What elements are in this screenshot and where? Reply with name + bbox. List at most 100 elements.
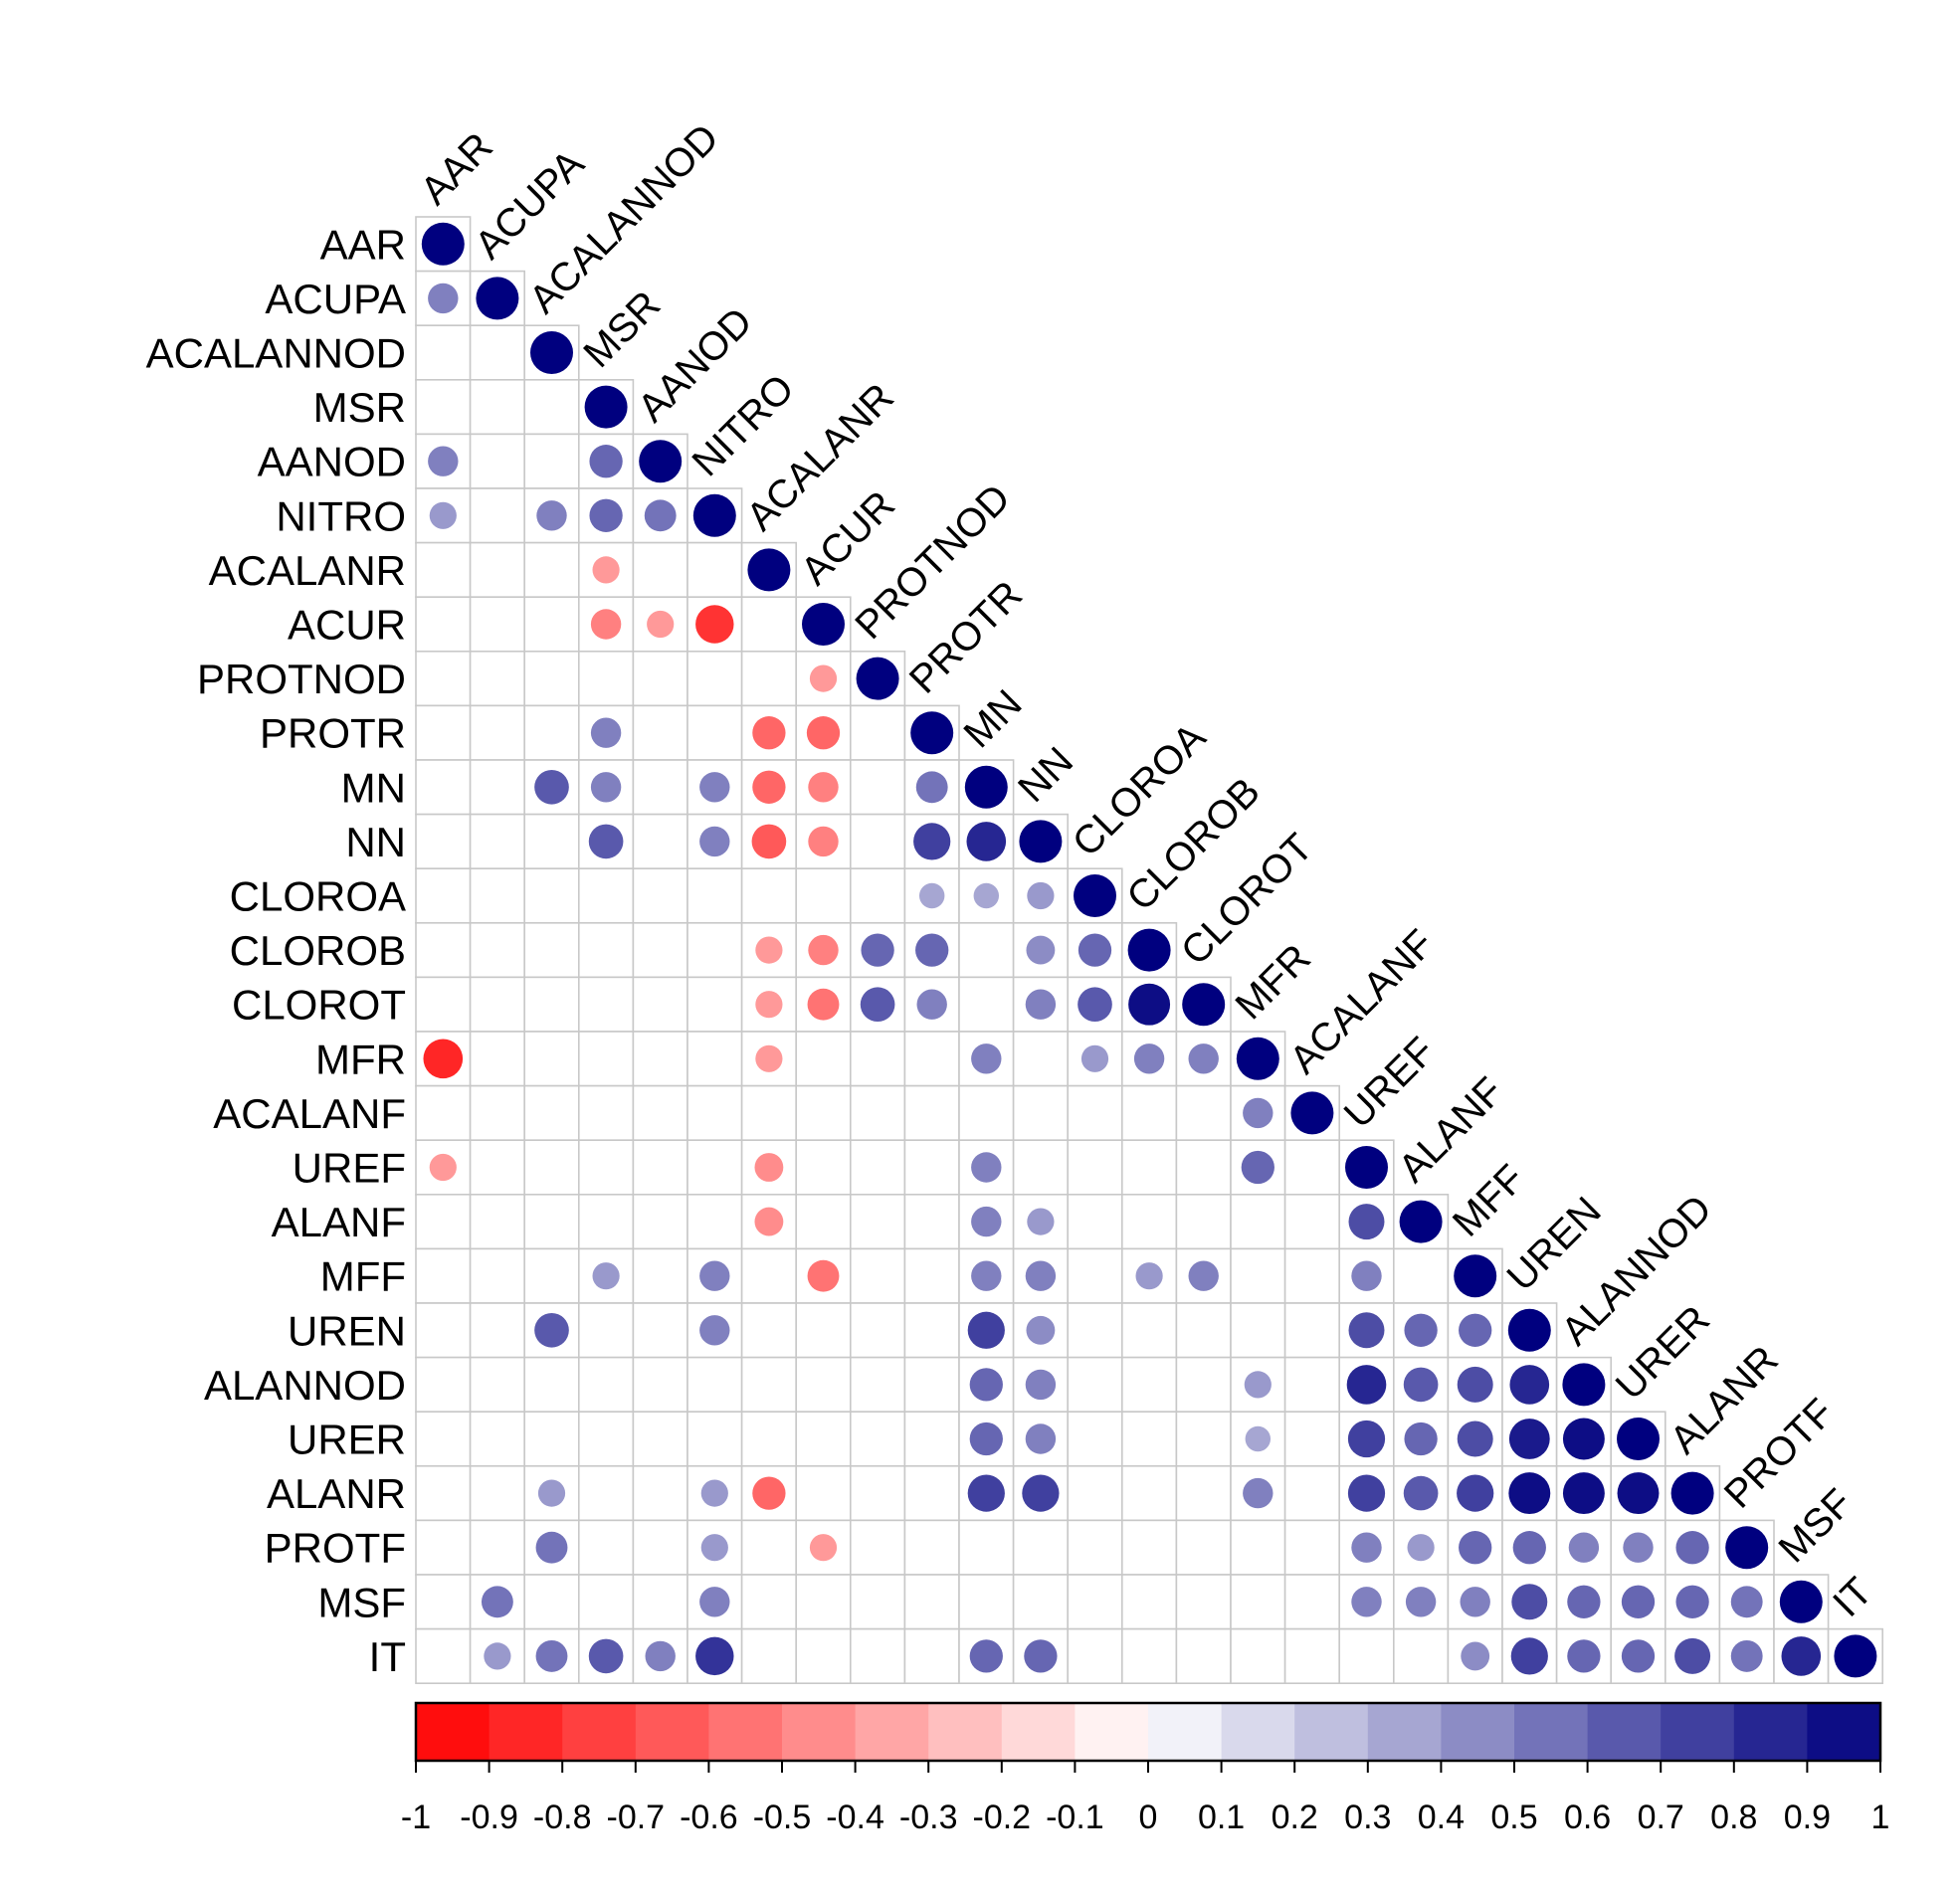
grid-cell xyxy=(686,541,743,598)
grid-cell xyxy=(577,1084,635,1141)
correlation-dot xyxy=(1243,1477,1274,1509)
correlation-dot xyxy=(1834,1634,1877,1678)
colorbar-tick-label: 0.1 xyxy=(1198,1799,1245,1836)
correlation-dot xyxy=(1236,1037,1279,1080)
grid-cell xyxy=(849,813,906,869)
grid-cell xyxy=(577,1519,635,1576)
correlation-dot xyxy=(589,445,623,478)
grid-cell xyxy=(740,1247,797,1304)
colorbar-segment xyxy=(1587,1703,1662,1761)
grid-cell xyxy=(686,650,743,707)
colorbar-tick-label: 0.2 xyxy=(1272,1799,1318,1836)
correlation-dot xyxy=(1027,1208,1055,1235)
colorbar-segment xyxy=(708,1703,783,1761)
correlation-dot xyxy=(1562,1363,1606,1407)
grid-cell xyxy=(1067,1084,1123,1141)
colorbar-tick-label: 0.6 xyxy=(1564,1799,1611,1836)
correlation-dot xyxy=(537,1479,566,1507)
grid-cell xyxy=(415,1627,472,1684)
grid-cell xyxy=(577,704,635,761)
correlation-dot xyxy=(592,1262,620,1290)
grid-cell xyxy=(1283,1465,1340,1522)
correlation-dot xyxy=(1511,1584,1548,1620)
colorbar-tick-label: -0.8 xyxy=(533,1799,592,1836)
correlation-dot xyxy=(918,882,945,909)
grid-cell xyxy=(577,1031,635,1087)
grid-cell xyxy=(632,1302,688,1359)
grid-cell xyxy=(469,759,526,816)
colorbar-tick-label: 0.8 xyxy=(1710,1799,1757,1836)
correlation-dot xyxy=(755,991,783,1019)
grid-cell xyxy=(523,1031,580,1087)
correlation-dot xyxy=(910,711,954,755)
correlation-dot xyxy=(588,1638,624,1674)
correlation-dot xyxy=(699,826,730,857)
correlation-dot xyxy=(807,988,840,1021)
grid-cell xyxy=(577,541,635,598)
grid-cell xyxy=(415,541,472,598)
grid-cell xyxy=(1012,1031,1069,1087)
grid-cell xyxy=(632,921,688,979)
grid-cell xyxy=(1283,1519,1340,1576)
grid-cell xyxy=(632,1194,688,1250)
grid-cell xyxy=(958,921,1015,979)
grid-cell xyxy=(469,1465,526,1522)
grid-cell xyxy=(523,921,580,979)
correlation-dot xyxy=(644,499,677,532)
grid-cell xyxy=(523,704,580,761)
grid-cell xyxy=(1012,1519,1069,1576)
correlation-dot xyxy=(590,609,622,640)
grid-cell xyxy=(903,1574,960,1630)
grid-cell xyxy=(1067,1356,1123,1413)
grid-cell xyxy=(632,541,688,598)
grid-cell xyxy=(686,867,743,924)
grid-cell xyxy=(1067,1411,1123,1467)
grid-cell xyxy=(1175,1139,1232,1196)
correlation-dot xyxy=(1025,1423,1057,1454)
correlation-dot xyxy=(1348,1312,1385,1349)
correlation-dot xyxy=(484,1642,511,1670)
correlation-dot xyxy=(1351,1260,1382,1291)
correlation-dot xyxy=(856,657,899,700)
grid-cell xyxy=(523,1356,580,1413)
grid-cell xyxy=(469,867,526,924)
correlation-dot xyxy=(1670,1471,1714,1515)
grid-cell xyxy=(795,1194,852,1250)
colorbar-segment xyxy=(1514,1703,1589,1761)
grid-cell xyxy=(632,1031,688,1087)
grid-cell xyxy=(740,1084,797,1141)
grid-cell xyxy=(415,976,472,1033)
correlation-dot xyxy=(1730,1639,1763,1672)
grid-cell xyxy=(1121,1627,1178,1684)
correlation-dot xyxy=(1623,1532,1654,1563)
grid-cell xyxy=(849,1247,906,1304)
correlation-dot xyxy=(752,770,786,804)
correlation-dot xyxy=(1025,989,1057,1020)
correlation-dot xyxy=(1510,1637,1548,1675)
grid-cell xyxy=(795,1084,852,1141)
grid-cell xyxy=(632,1084,688,1141)
correlation-dot xyxy=(530,331,573,374)
grid-cell xyxy=(1338,1627,1395,1684)
grid-cell xyxy=(1175,1302,1232,1359)
grid-cell xyxy=(632,1465,688,1522)
correlation-dot xyxy=(969,1368,1003,1402)
colorbar-segment xyxy=(1148,1703,1223,1761)
grid-cell xyxy=(469,1411,526,1467)
correlation-dot xyxy=(808,772,839,803)
correlation-dot xyxy=(1568,1532,1600,1563)
grid-cell xyxy=(849,1084,906,1141)
grid-cell xyxy=(1283,1627,1340,1684)
grid-cell xyxy=(415,1465,472,1522)
correlation-dot xyxy=(1404,1421,1438,1456)
column-label: MN xyxy=(956,681,1031,756)
grid-cell xyxy=(849,759,906,816)
grid-cell xyxy=(686,1411,743,1467)
correlation-dot xyxy=(966,822,1007,861)
correlation-dot xyxy=(1182,983,1226,1027)
correlation-dot xyxy=(1621,1585,1656,1618)
grid-cell xyxy=(523,1574,580,1630)
grid-cell xyxy=(958,1084,1015,1141)
grid-cell xyxy=(849,1574,906,1630)
